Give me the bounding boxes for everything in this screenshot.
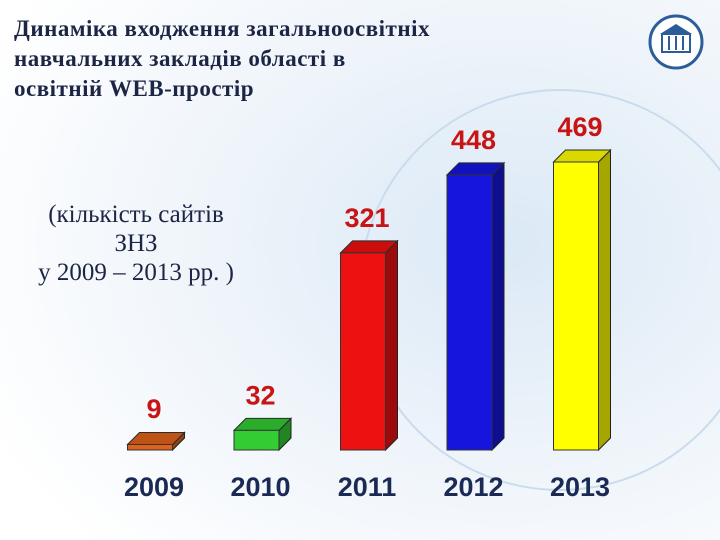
x-tick-label: 2009 bbox=[124, 472, 184, 502]
bar-side bbox=[491, 161, 505, 452]
subtitle-line: (кількість сайтів bbox=[48, 201, 224, 228]
value-label: 321 bbox=[344, 203, 389, 233]
title-line: навчальних закладів області в bbox=[14, 46, 346, 71]
value-label: 469 bbox=[557, 112, 602, 142]
x-tick-label: 2010 bbox=[230, 472, 290, 502]
bar bbox=[553, 161, 599, 451]
bar-side bbox=[598, 148, 611, 452]
bar bbox=[340, 252, 386, 451]
x-tick-label: 2012 bbox=[443, 472, 503, 502]
title-line: освітній WEB-простір bbox=[14, 76, 254, 101]
x-tick-label: 2011 bbox=[338, 472, 397, 502]
value-label: 9 bbox=[146, 394, 161, 424]
bar-side bbox=[385, 239, 398, 452]
bar bbox=[446, 174, 493, 451]
bar bbox=[233, 429, 280, 451]
value-label: 448 bbox=[451, 125, 496, 155]
title-line: Динаміка входження загальноосвітніх bbox=[14, 16, 430, 41]
logo bbox=[648, 14, 704, 70]
bar bbox=[127, 443, 173, 451]
subtitle-line: у 2009 – 2013 рр. ) bbox=[38, 259, 234, 286]
x-tick-label: 2013 bbox=[550, 472, 610, 502]
value-label: 32 bbox=[245, 380, 275, 410]
subtitle-line: ЗНЗ bbox=[114, 230, 157, 257]
